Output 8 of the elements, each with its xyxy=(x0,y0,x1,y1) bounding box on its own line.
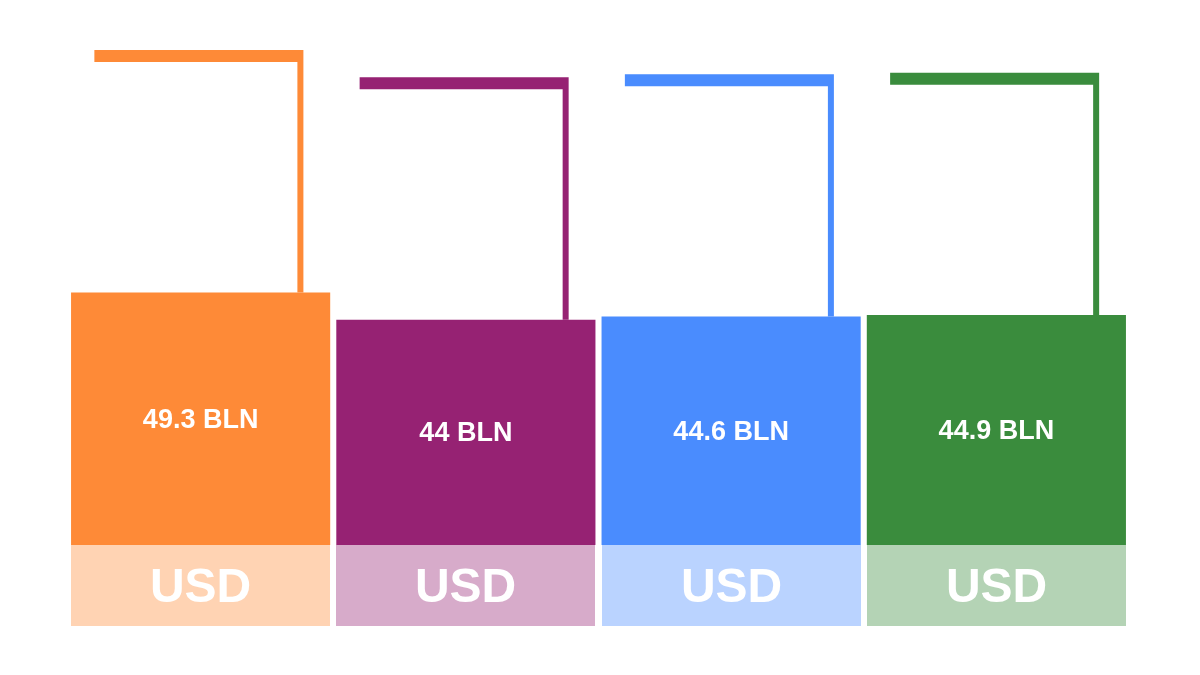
text: USD xyxy=(680,559,783,612)
text: USD xyxy=(945,559,1048,612)
data-label: 44.9 BLN xyxy=(938,415,1055,446)
data-label: 44.6 BLN xyxy=(673,415,789,446)
text: USD xyxy=(149,559,252,612)
data-label: 49.3 BLN xyxy=(142,403,259,434)
data-label: 44 BLN xyxy=(419,417,513,448)
text: USD xyxy=(414,559,517,612)
